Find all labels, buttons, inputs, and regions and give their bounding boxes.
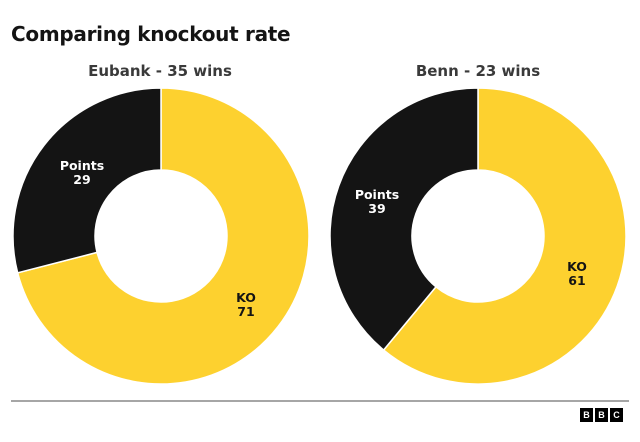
eubank-ko-value: 71 [237, 304, 254, 319]
eubank-ko-label: KO [236, 290, 256, 305]
benn-subtitle: Benn - 23 wins [415, 62, 541, 80]
benn-points-label: Points [355, 187, 399, 202]
eubank-points-slice [12, 87, 162, 274]
bbc-logo-letter: B [595, 408, 608, 422]
eubank-subtitle: Eubank - 35 wins [88, 62, 232, 80]
benn-donut: Points 39 KO 61 [329, 87, 627, 385]
bbc-logo: B B C [580, 408, 623, 422]
benn-ko-value: 61 [568, 273, 585, 288]
chart-title: Comparing knockout rate [11, 22, 291, 46]
bbc-logo-letter: B [580, 408, 593, 422]
eubank-ko-slice [16, 87, 310, 385]
donut-charts: Points 29 KO 71 Points 39 KO 61 [12, 87, 627, 385]
benn-points-value: 39 [368, 201, 385, 216]
benn-points-slice [329, 87, 479, 352]
footer-divider [11, 400, 629, 402]
eubank-donut: Points 29 KO 71 [12, 87, 310, 385]
benn-ko-slice [382, 87, 627, 385]
eubank-points-label: Points [60, 158, 104, 173]
eubank-points-value: 29 [73, 172, 90, 187]
benn-ko-label: KO [567, 259, 587, 274]
bbc-logo-letter: C [610, 408, 623, 422]
